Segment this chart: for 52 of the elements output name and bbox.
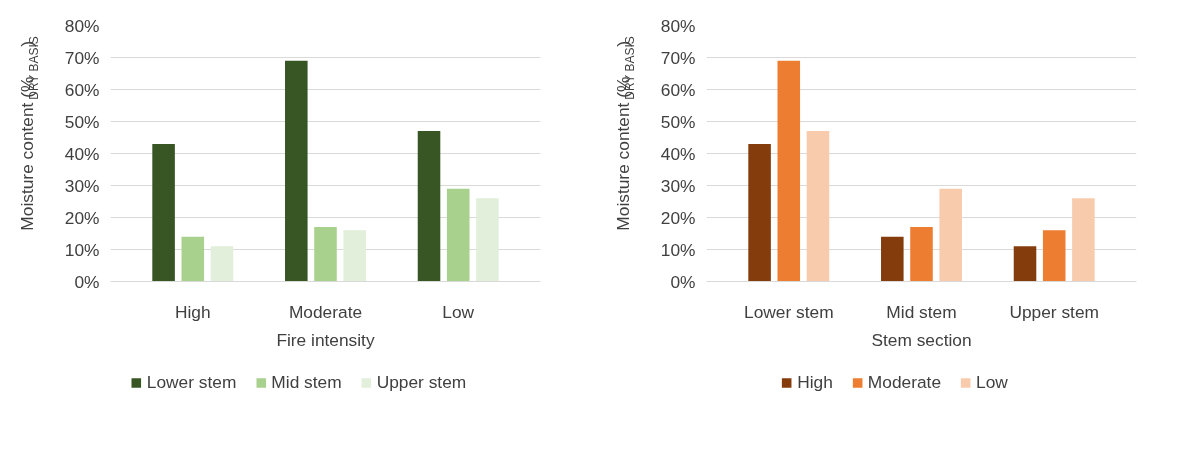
legend-label: Moderate	[867, 371, 942, 393]
y-tick-label: 80%	[660, 15, 696, 36]
y-tick-label: 20%	[64, 207, 100, 228]
x-axis-title: Fire intensity	[276, 329, 375, 350]
bar	[1072, 198, 1095, 282]
y-tick-label: 50%	[64, 111, 100, 132]
bar	[748, 143, 771, 282]
bar	[181, 236, 205, 282]
y-tick-label: 50%	[660, 111, 696, 132]
y-tick-label: 70%	[64, 47, 100, 68]
bar	[476, 198, 499, 282]
bar	[152, 143, 175, 282]
y-tick-label: 20%	[660, 207, 696, 228]
y-tick-label: 80%	[64, 15, 100, 36]
x-tick-label: Moderate	[288, 301, 363, 322]
x-tick-label: Mid stem	[886, 301, 957, 322]
bar	[417, 131, 441, 282]
bar	[777, 60, 801, 282]
legend-label: Lower stem	[146, 371, 237, 393]
bar	[343, 230, 366, 282]
bar	[314, 227, 337, 282]
bar	[285, 60, 308, 282]
bar	[939, 188, 962, 282]
y-axis-title: Moisture content (%DRY BASIS)	[612, 36, 637, 231]
legend-label: Low	[976, 371, 1008, 393]
bar	[910, 227, 933, 282]
bar	[806, 131, 830, 282]
y-tick-label: 40%	[660, 143, 696, 164]
y-axis-title: Moisture content (%DRY BASIS)	[16, 36, 41, 231]
bar	[1042, 230, 1066, 282]
x-axis-title: Stem section	[871, 329, 972, 350]
y-tick-label: 60%	[64, 79, 100, 100]
bar	[210, 246, 234, 282]
x-tick-label: Upper stem	[1009, 301, 1099, 322]
y-tick-label: 10%	[660, 239, 696, 260]
bar	[446, 188, 470, 282]
y-tick-label: 10%	[64, 239, 100, 260]
x-tick-label: High	[174, 301, 211, 322]
y-tick-label: 40%	[64, 143, 100, 164]
legend-label: Upper stem	[376, 371, 467, 393]
y-tick-label: 30%	[660, 175, 696, 196]
bar	[881, 236, 904, 282]
x-tick-label: Lower stem	[744, 301, 834, 322]
y-tick-label: 0%	[74, 271, 100, 292]
x-tick-label: Low	[442, 301, 475, 322]
legend-label: Mid stem	[271, 371, 342, 393]
y-tick-label: 70%	[660, 47, 696, 68]
y-tick-label: 60%	[660, 79, 696, 100]
bar	[1013, 246, 1037, 282]
legend-label: High	[797, 371, 833, 393]
y-tick-label: 0%	[670, 271, 696, 292]
y-tick-label: 30%	[64, 175, 100, 196]
